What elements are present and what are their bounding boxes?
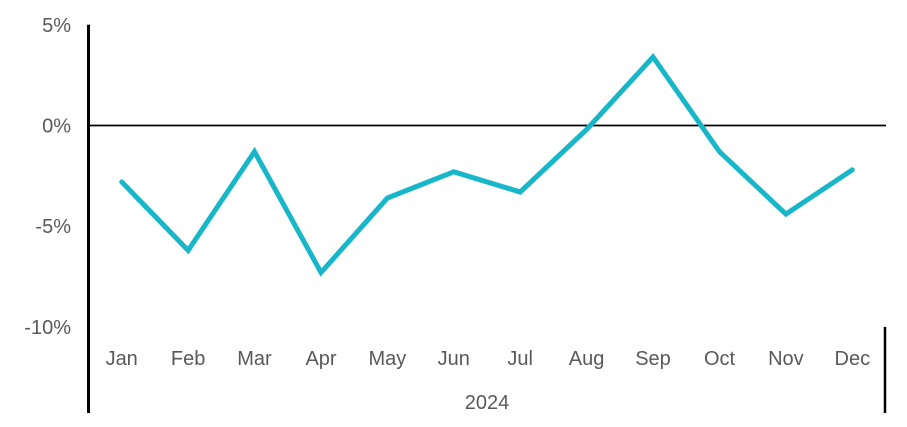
data-series-line-monthly-percent-change (119, 53, 855, 277)
month-label-apr: Apr (305, 348, 336, 370)
y-axis-tick-labels: 5% 0% -5% -10% (24, 15, 71, 339)
month-label-sep: Sep (635, 348, 671, 370)
y-tick-label-0pct: 0% (42, 116, 71, 138)
month-label-may: May (369, 348, 407, 370)
y-tick-label--5pct: -5% (35, 216, 71, 238)
month-label-dec: Dec (835, 348, 871, 370)
month-label-oct: Oct (704, 348, 736, 370)
month-label-jun: Jun (438, 348, 470, 370)
x-axis-category-labels: Jan Feb Mar Apr May Jun Jul Aug Sep Oct Nov Dec (106, 348, 871, 370)
y-tick-label--10pct: -10% (24, 317, 71, 339)
month-label-nov: Nov (768, 348, 804, 370)
month-label-mar: Mar (237, 348, 272, 370)
x-axis-title: 2024 (465, 392, 510, 414)
y-tick-label-5pct: 5% (42, 15, 71, 37)
month-label-jan: Jan (106, 348, 138, 370)
month-label-jul: Jul (507, 348, 533, 370)
month-label-feb: Feb (171, 348, 205, 370)
data-series (119, 53, 855, 277)
month-label-aug: Aug (569, 348, 605, 370)
